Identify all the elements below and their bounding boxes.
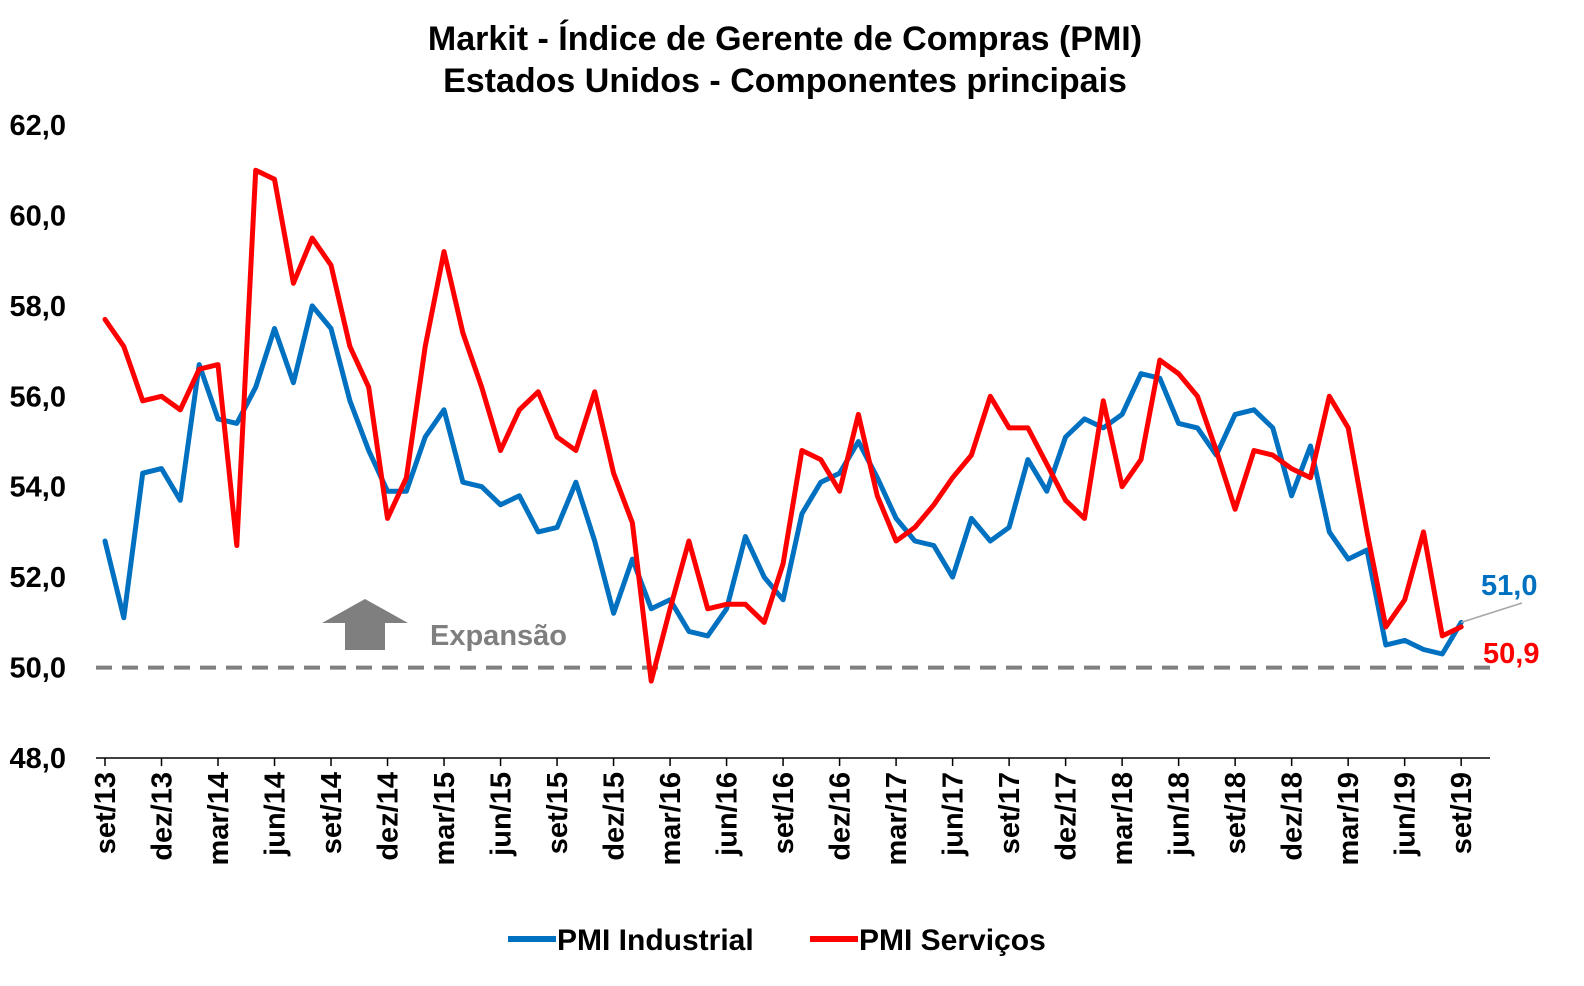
x-tick-label: set/15: [542, 772, 574, 854]
expansion-label: Expansão: [430, 620, 567, 652]
x-tick-label: mar/18: [1107, 772, 1139, 866]
x-tick-label: mar/17: [881, 772, 913, 866]
x-tick-label: dez/14: [373, 772, 405, 861]
chart-subtitle: Estados Unidos - Componentes principais: [443, 62, 1127, 100]
x-tick-label: set/13: [90, 772, 122, 854]
x-tick-label: jun/19: [1390, 772, 1422, 857]
x-tick-label: dez/15: [599, 772, 631, 861]
up-arrow-icon: [322, 599, 408, 650]
series-line-servicos: [102, 167, 1464, 684]
y-tick-label: 56,0: [10, 381, 66, 413]
end-label-leader-line: [1460, 602, 1523, 624]
y-tick-label: 54,0: [10, 472, 66, 504]
x-tick-label: dez/17: [1051, 772, 1083, 861]
series-line-industrial: [102, 303, 1464, 657]
end-label-servicos: 50,9: [1483, 638, 1539, 670]
y-tick-label: 58,0: [10, 291, 66, 323]
end-labels: 51,0 50,9: [1460, 570, 1539, 670]
y-tick-label: 50,0: [10, 653, 66, 685]
x-tick-label: mar/14: [203, 772, 235, 866]
x-tick-label: set/17: [994, 772, 1026, 854]
x-tick-label: dez/16: [825, 772, 857, 861]
x-tick-label: dez/13: [147, 772, 179, 861]
y-axis: 48,0 50,0 52,0 54,0 56,0 58,0 60,0 62,0: [10, 110, 66, 775]
x-tick-label: set/18: [1220, 772, 1252, 854]
y-tick-label: 60,0: [10, 200, 66, 232]
x-tick-label: dez/18: [1277, 772, 1309, 861]
legend: PMI Industrial PMI Serviços: [508, 924, 1046, 957]
chart-title: Markit - Índice de Gerente de Compras (P…: [428, 20, 1142, 58]
x-tick-label: set/14: [316, 772, 348, 854]
expansion-annotation: Expansão: [322, 599, 567, 652]
y-tick-label: 62,0: [10, 110, 66, 142]
x-tick-label: mar/19: [1333, 772, 1365, 866]
x-tick-label: mar/15: [429, 772, 461, 866]
x-tick-label: jun/14: [260, 772, 292, 857]
end-label-industrial: 51,0: [1481, 570, 1537, 602]
legend-label-servicos: PMI Serviços: [859, 924, 1046, 957]
y-tick-label: 48,0: [10, 743, 66, 775]
x-tick-label: set/16: [768, 772, 800, 854]
x-tick-label: mar/16: [655, 772, 687, 866]
x-tick-label: jun/16: [712, 772, 744, 857]
x-axis: set/13 dez/13 mar/14 jun/14 set/14 dez/14 mar/…: [90, 757, 1490, 866]
x-tick-label: jun/15: [486, 772, 518, 857]
series-lines: [102, 167, 1464, 684]
x-tick-label: jun/18: [1164, 772, 1196, 857]
y-tick-label: 52,0: [10, 562, 66, 594]
x-tick-label: set/19: [1446, 772, 1478, 854]
x-tick-label: jun/17: [938, 772, 970, 857]
legend-label-industrial: PMI Industrial: [557, 924, 754, 957]
